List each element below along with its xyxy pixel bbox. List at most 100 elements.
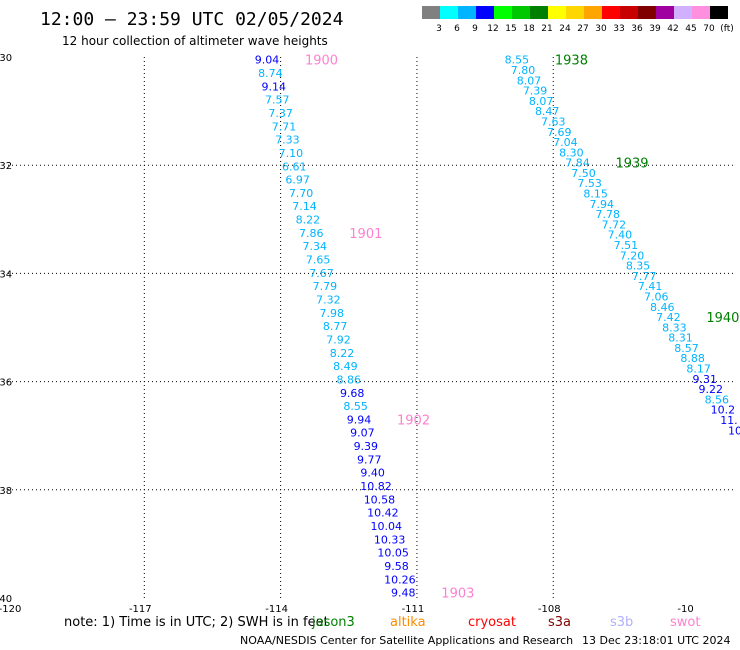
wave-height-point: 10.2 bbox=[711, 404, 736, 417]
wave-height-point: 7.14 bbox=[292, 200, 317, 213]
wave-height-point: 7.94 bbox=[589, 198, 614, 211]
legend-label: 39 bbox=[649, 24, 661, 34]
wave-height-point: 10.58 bbox=[364, 493, 396, 506]
wave-height-point: 9.04 bbox=[255, 54, 280, 67]
legend-swatch bbox=[710, 6, 728, 19]
wave-height-point: 6.97 bbox=[285, 174, 310, 187]
legend-swatch bbox=[548, 6, 566, 19]
chart-subtitle: 12 hour collection of altimeter wave hei… bbox=[62, 34, 328, 48]
legend-label: 30 bbox=[595, 24, 607, 34]
wave-height-point: 9.14 bbox=[262, 80, 287, 93]
legend-swatch bbox=[476, 6, 494, 19]
legend-swatch bbox=[674, 6, 692, 19]
legend-swatch bbox=[656, 6, 674, 19]
wave-height-point: 9.68 bbox=[340, 387, 365, 400]
wave-height-point: 8.07 bbox=[517, 74, 542, 87]
wave-height-point: 7.06 bbox=[644, 290, 669, 303]
wave-height-point: 8.74 bbox=[258, 67, 283, 80]
wave-height-point: 7.34 bbox=[302, 240, 327, 253]
legend-swatch bbox=[602, 6, 620, 19]
wave-height-values: 9.048.749.147.577.377.717.337.106.616.97… bbox=[255, 54, 740, 600]
x-tick-label: -108 bbox=[538, 604, 561, 615]
wave-height-point: 11. bbox=[720, 414, 738, 427]
wave-height-point: 7.39 bbox=[523, 85, 548, 98]
wave-height-point: 7.69 bbox=[547, 126, 572, 139]
x-tick-label: -114 bbox=[265, 604, 288, 615]
legend-swatch bbox=[458, 6, 476, 19]
wave-height-point: 9.22 bbox=[699, 383, 724, 396]
hour-label: 1900 bbox=[305, 54, 338, 69]
hour-label: 1902 bbox=[397, 413, 430, 428]
wave-height-point: 10.33 bbox=[374, 533, 406, 546]
legend-swatch bbox=[422, 6, 440, 19]
legend-label: 45 bbox=[685, 24, 696, 34]
wave-height-point: 8.55 bbox=[343, 400, 368, 413]
wave-height-point: 7.78 bbox=[596, 208, 621, 221]
footer-credit: NOAA/NESDIS Center for Satellite Applica… bbox=[240, 634, 573, 647]
satellite-label: swot bbox=[670, 615, 700, 630]
wave-height-point: 7.80 bbox=[511, 64, 536, 77]
y-axis-ticks: -30 -32 -34 -36 -38 -40 bbox=[0, 53, 12, 605]
wave-height-point: 7.79 bbox=[313, 280, 338, 293]
hour-labels: 1900 1901 1902 1903 1938 1939 1940 bbox=[305, 54, 739, 602]
wave-height-point: 7.32 bbox=[316, 294, 341, 307]
wave-height-point: 9.39 bbox=[354, 440, 379, 453]
x-axis-ticks: -120 -117 -114 -111 -108 -10 bbox=[0, 604, 694, 615]
wave-height-point: 7.77 bbox=[632, 270, 657, 283]
wave-height-point: 10.42 bbox=[367, 507, 399, 520]
legend-swatch bbox=[620, 6, 638, 19]
wave-height-point: 6.61 bbox=[282, 160, 307, 173]
y-tick-label: -32 bbox=[0, 161, 12, 172]
legend-label: (ft) bbox=[720, 24, 734, 34]
footer-timestamp: 13 Dec 23:18:01 UTC 2024 bbox=[582, 634, 730, 647]
wave-height-point: 7.70 bbox=[289, 187, 314, 200]
hour-label: 1939 bbox=[615, 157, 648, 172]
wave-height-point: 8.55 bbox=[505, 54, 530, 67]
y-tick-label: -36 bbox=[0, 378, 12, 389]
wave-height-point: 7.63 bbox=[541, 115, 566, 128]
legend-label: 36 bbox=[631, 24, 643, 34]
y-tick-label: -34 bbox=[0, 269, 12, 280]
wave-height-point: 9.58 bbox=[384, 560, 409, 573]
legend-swatch bbox=[638, 6, 656, 19]
y-tick-label: -30 bbox=[0, 53, 12, 64]
wave-height-point: 7.67 bbox=[309, 267, 334, 280]
satellite-label: s3a bbox=[548, 615, 571, 630]
legend-label: 21 bbox=[541, 24, 552, 34]
x-tick-label: -111 bbox=[402, 604, 425, 615]
wave-height-point: 7.20 bbox=[620, 249, 645, 262]
legend-swatch bbox=[494, 6, 512, 19]
legend-label: 12 bbox=[487, 24, 498, 34]
x-tick-label: -117 bbox=[129, 604, 152, 615]
wave-height-point: 7.04 bbox=[553, 136, 578, 149]
satellite-label: s3b bbox=[610, 615, 633, 630]
wave-height-point: 7.98 bbox=[319, 307, 344, 320]
legend-label: 15 bbox=[505, 24, 516, 34]
y-tick-label: -40 bbox=[0, 594, 12, 605]
wave-height-point: 7.50 bbox=[571, 167, 596, 180]
legend-label: 9 bbox=[472, 24, 478, 34]
wave-height-point: 7.71 bbox=[272, 120, 297, 133]
wave-height-point: 7.51 bbox=[614, 239, 639, 252]
legend-swatch bbox=[692, 6, 710, 19]
satellite-label: altika bbox=[390, 615, 426, 630]
wave-height-point: 7.92 bbox=[326, 333, 351, 346]
wave-height-point: 8.07 bbox=[529, 95, 554, 108]
wave-height-point: 7.65 bbox=[306, 254, 331, 267]
wave-height-point: 8.22 bbox=[296, 214, 321, 227]
wave-height-point: 10.04 bbox=[371, 520, 403, 533]
hour-label: 1938 bbox=[555, 54, 588, 69]
wave-height-point: 9.07 bbox=[350, 427, 375, 440]
legend-label: 70 bbox=[703, 24, 715, 34]
x-tick-label: -10 bbox=[677, 604, 693, 615]
wave-height-point: 8.17 bbox=[686, 363, 711, 376]
wave-height-point: 7.42 bbox=[656, 311, 681, 324]
satellite-label: cryosat bbox=[468, 615, 516, 630]
wave-height-point: 8.33 bbox=[662, 321, 687, 334]
legend-swatch bbox=[566, 6, 584, 19]
wave-height-point: 9.31 bbox=[692, 373, 717, 386]
wave-height-point: 9.40 bbox=[360, 467, 385, 480]
color-legend: 3 6 9 12 15 18 21 24 27 30 33 36 39 42 45 70 (ft) bbox=[422, 6, 734, 34]
wave-height-point: 7.33 bbox=[275, 134, 300, 147]
